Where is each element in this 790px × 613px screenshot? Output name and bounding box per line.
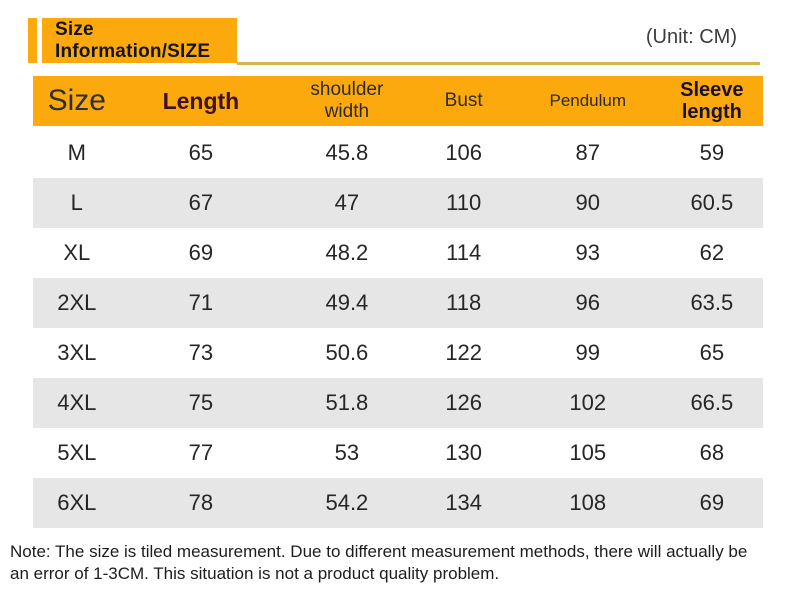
size-cell: 2XL (57, 290, 97, 315)
table-cell: 69 (699, 490, 725, 515)
table-cell: 71 (188, 290, 214, 315)
table-cell: 96 (575, 290, 600, 315)
size-cell: 5XL (57, 440, 97, 465)
table-cell: 67 (188, 190, 214, 215)
size-cell: XL (63, 240, 91, 265)
table-cell: 75 (188, 390, 214, 415)
title-underline (237, 62, 760, 65)
table-cell: 65 (699, 340, 725, 365)
column-header-size: Size (47, 84, 106, 117)
table-row-m: M 65 45.8 106 87 59 (33, 128, 763, 178)
size-cell: M (67, 140, 86, 165)
table-cell: 73 (188, 340, 214, 365)
table-cell: 134 (445, 490, 483, 515)
table-row-3xl: 3XL 73 50.6 122 99 65 (33, 328, 763, 378)
table-cell: 66.5 (690, 390, 734, 415)
table-cell: 126 (445, 390, 483, 415)
table-cell: 130 (445, 440, 483, 465)
size-cell: 4XL (57, 390, 97, 415)
table-cell: 50.6 (325, 340, 369, 365)
column-header-bust: Bust (444, 90, 483, 111)
size-cell: 3XL (57, 340, 97, 365)
table-cell: 48.2 (325, 240, 369, 265)
size-cell: L (70, 190, 83, 215)
table-cell: 60.5 (690, 190, 734, 215)
section-title: Size Information/SIZE (55, 18, 211, 62)
table-cell: 63.5 (690, 290, 734, 315)
table-cell: 110 (446, 190, 482, 215)
table-cell: 105 (569, 440, 607, 465)
table-cell: 47 (334, 190, 360, 215)
table-cell: 106 (445, 140, 483, 165)
table-cell: 65 (188, 140, 214, 165)
section-title-badge: Size Information/SIZE (42, 18, 237, 63)
table-cell: 102 (569, 390, 607, 415)
table-cell: 59 (699, 140, 725, 165)
table-cell: 118 (446, 290, 482, 315)
table-body: M 65 45.8 106 87 59 L 67 47 110 90 60.5 … (33, 128, 763, 528)
table-cell: 122 (445, 340, 483, 365)
table-row-5xl: 5XL 77 53 130 105 68 (33, 428, 763, 478)
unit-label: (Unit: CM) (645, 26, 737, 48)
table-cell: 93 (575, 240, 600, 265)
table-cell: 77 (188, 440, 214, 465)
size-table: Size Length shoulder width Bust Pendulum… (33, 76, 763, 528)
column-header-sleeve-length: Sleeve length (680, 79, 744, 123)
table-cell: 108 (569, 490, 607, 515)
table-cell: 49.4 (325, 290, 369, 315)
column-header-length: Length (162, 87, 240, 114)
table-row-6xl: 6XL 78 54.2 134 108 69 (33, 478, 763, 528)
table-row-xl: XL 69 48.2 114 93 62 (33, 228, 763, 278)
table-cell: 69 (188, 240, 214, 265)
measurement-note: Note: The size is tiled measurement. Due… (10, 542, 748, 583)
table-cell: 45.8 (325, 140, 369, 165)
table-row-4xl: 4XL 75 51.8 126 102 66.5 (33, 378, 763, 428)
column-header-shoulder-width: shoulder width (310, 79, 384, 122)
table-cell: 62 (699, 240, 725, 265)
table-header-row: Size Length shoulder width Bust Pendulum… (33, 76, 763, 126)
size-cell: 6XL (57, 490, 97, 515)
table-cell: 99 (575, 340, 600, 365)
table-row-l: L 67 47 110 90 60.5 (33, 178, 763, 228)
table-cell: 90 (575, 190, 600, 215)
table-cell: 87 (575, 140, 600, 165)
table-cell: 78 (188, 490, 214, 515)
column-header-pendulum: Pendulum (549, 91, 627, 110)
table-row-2xl: 2XL 71 49.4 118 96 63.5 (33, 278, 763, 328)
table-cell: 68 (699, 440, 725, 465)
table-cell: 54.2 (325, 490, 369, 515)
table-cell: 114 (446, 240, 482, 265)
title-accent-bar (28, 18, 37, 63)
table-cell: 51.8 (325, 390, 369, 415)
table-cell: 53 (334, 440, 360, 465)
